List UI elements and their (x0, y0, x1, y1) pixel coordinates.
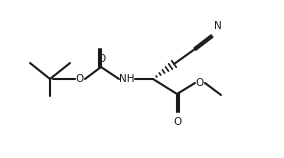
Text: N: N (214, 21, 222, 31)
Text: O: O (173, 117, 181, 127)
Text: O: O (196, 78, 204, 88)
Text: NH: NH (119, 74, 135, 84)
Text: O: O (76, 74, 84, 84)
Text: O: O (97, 54, 105, 64)
